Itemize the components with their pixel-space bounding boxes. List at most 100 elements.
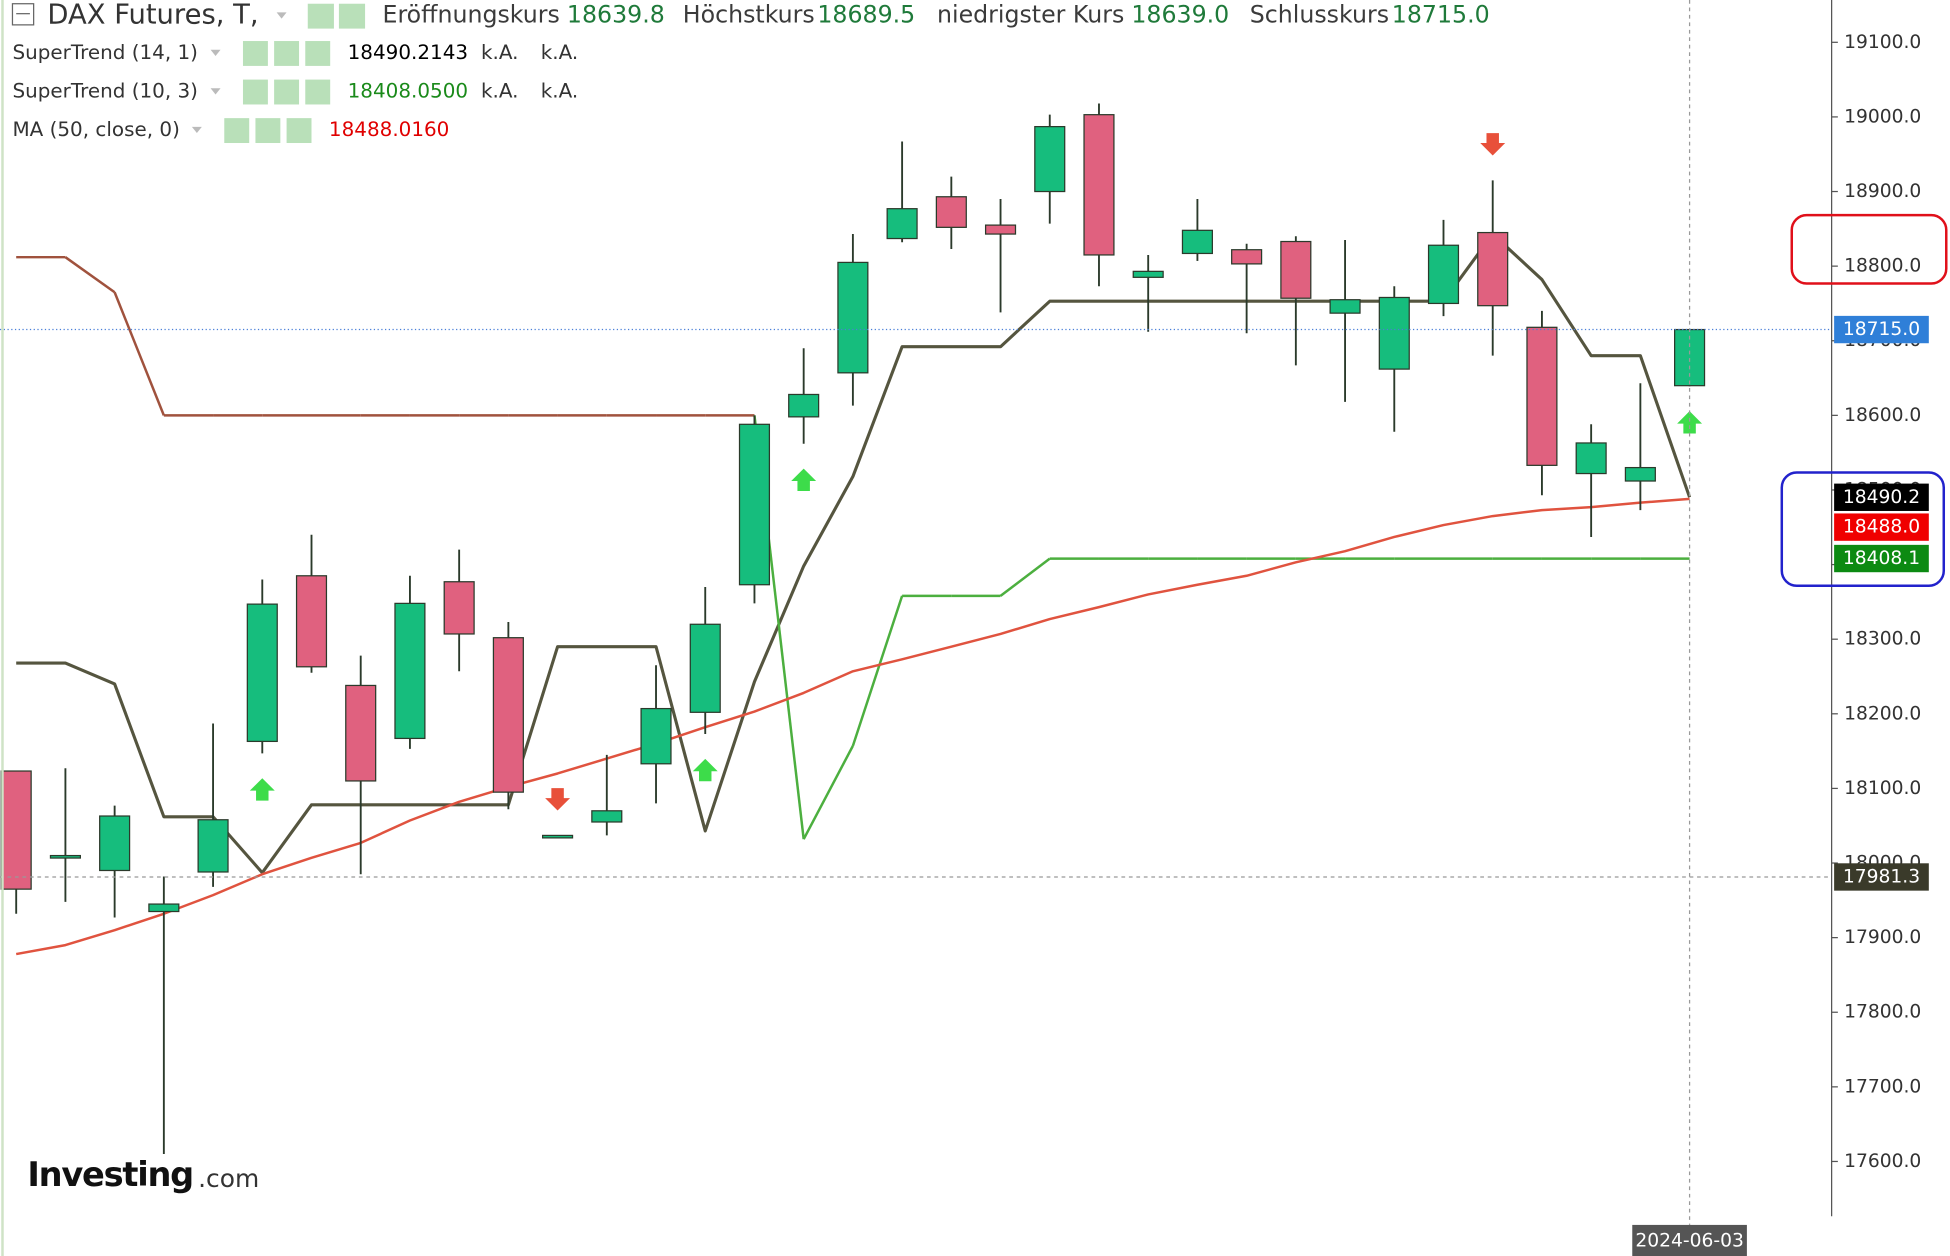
buy-signal-arrow xyxy=(249,778,275,801)
indicator-segment xyxy=(113,291,166,416)
y-tick-label: 19000.0 xyxy=(1844,106,1921,127)
candle-body xyxy=(788,393,820,418)
candle-body xyxy=(689,623,721,713)
legend-icon[interactable] xyxy=(305,41,331,66)
candle-body xyxy=(984,224,1017,235)
legend-icon[interactable] xyxy=(274,79,300,105)
buy-signal-arrow xyxy=(692,758,718,782)
candle-body xyxy=(1526,326,1558,466)
buy-signal-arrow xyxy=(1677,411,1703,434)
legend-icon[interactable] xyxy=(305,79,331,105)
candle-body xyxy=(1477,231,1509,307)
sell-signal-arrow xyxy=(545,788,571,811)
y-tick-label: 17800.0 xyxy=(1844,1002,1921,1023)
candle-body xyxy=(394,602,426,740)
candle-body xyxy=(1132,270,1164,278)
legend-icon[interactable] xyxy=(286,118,312,144)
candle-body xyxy=(542,834,574,839)
buy-signal-arrow xyxy=(791,468,817,491)
ohlc-label: Eröffnungskurs xyxy=(383,1,560,29)
ohlc-label: niedrigster Kurs xyxy=(937,1,1124,29)
price-tag-label: 18408.1 xyxy=(1843,548,1920,569)
dropdown[interactable] xyxy=(276,12,287,19)
indicator-segment xyxy=(64,256,116,294)
eye-icon[interactable] xyxy=(307,3,334,29)
legend-name: SuperTrend (10, 3) xyxy=(12,80,197,103)
y-tick-label: 18200.0 xyxy=(1844,703,1921,724)
ohlc-label: Schlusskurs xyxy=(1250,1,1389,29)
highlight-box xyxy=(1790,213,1948,285)
price-tag-label: 18490.2 xyxy=(1843,487,1920,508)
indicator-segment xyxy=(999,557,1051,597)
candle-body xyxy=(295,575,328,668)
sell-signal-arrow xyxy=(1480,133,1506,156)
symbol-title: DAX Futures, T, xyxy=(47,0,258,31)
indicator-line xyxy=(16,232,1692,875)
y-tick-label: 18300.0 xyxy=(1844,629,1921,650)
price-tag xyxy=(1834,544,1929,573)
price-tag-label: 18488.0 xyxy=(1843,517,1920,538)
ohlc-label: Höchstkurs xyxy=(683,1,815,29)
legend-value: 18408.0500 xyxy=(348,80,468,103)
candle-body xyxy=(1280,240,1312,299)
indicator-segment xyxy=(851,595,904,747)
candle-body xyxy=(1034,125,1066,193)
legend-extra: k.A. xyxy=(481,80,518,103)
indicator-segment xyxy=(802,745,854,840)
price-tag-label: 17981.3 xyxy=(1843,866,1920,887)
candle-body xyxy=(0,770,32,890)
candle-body xyxy=(1575,442,1607,475)
y-tick-label: 17700.0 xyxy=(1844,1076,1921,1097)
candle-body xyxy=(640,707,672,765)
legend-icon[interactable] xyxy=(242,79,268,105)
candle-body xyxy=(49,854,81,859)
candle-body xyxy=(738,423,771,586)
dropdown[interactable] xyxy=(191,126,202,134)
plot-area xyxy=(0,0,1832,1225)
price-tag xyxy=(1834,483,1929,511)
price-tag-label: 18715.0 xyxy=(1843,319,1920,340)
y-tick-label: 17900.0 xyxy=(1844,927,1921,948)
candle-body xyxy=(1378,296,1410,370)
candle-body xyxy=(1427,244,1460,305)
candle-body xyxy=(443,581,475,635)
y-tick-label: 18100.0 xyxy=(1844,778,1921,799)
candle-body xyxy=(345,684,377,782)
collapse-icon[interactable] xyxy=(11,3,35,26)
legend-extra: k.A. xyxy=(481,41,518,64)
y-tick-label: 18900.0 xyxy=(1844,181,1921,202)
settings-icon[interactable] xyxy=(338,3,366,29)
legend-icon[interactable] xyxy=(274,41,300,66)
legend-value: 18490.2143 xyxy=(348,41,468,64)
ohlc-value: 18639.8 xyxy=(567,1,665,29)
y-tick-label: 18600.0 xyxy=(1844,405,1921,426)
candle-body xyxy=(886,208,918,240)
legend-icon[interactable] xyxy=(255,118,281,144)
price-tag xyxy=(1834,513,1929,541)
candle-body xyxy=(99,815,131,872)
logo: .com xyxy=(198,1164,259,1193)
dropdown[interactable] xyxy=(210,88,221,95)
indicator-line xyxy=(15,497,1690,956)
ohlc-value: 18689.5 xyxy=(817,1,915,29)
logo: Investing xyxy=(27,1155,193,1194)
ohlc-value: 18639.0 xyxy=(1131,1,1229,29)
candle-body xyxy=(148,903,180,913)
candle-body xyxy=(837,261,869,374)
legend-icon[interactable] xyxy=(224,118,250,144)
dropdown[interactable] xyxy=(210,49,221,56)
candle-body xyxy=(1083,114,1115,256)
candle-body xyxy=(246,603,278,743)
y-tick-label: 18800.0 xyxy=(1844,256,1921,277)
legend-extra: k.A. xyxy=(541,80,578,103)
price-tag xyxy=(1834,863,1929,891)
candle-body xyxy=(1181,229,1213,255)
candle-body xyxy=(935,196,967,228)
candle-body xyxy=(1329,299,1361,314)
candle-body xyxy=(591,810,623,823)
indicator-legend: SuperTrend (14, 1) 18490.2143 k.A. k.A. Supe… xyxy=(12,41,578,144)
legend-icon[interactable] xyxy=(242,41,268,66)
